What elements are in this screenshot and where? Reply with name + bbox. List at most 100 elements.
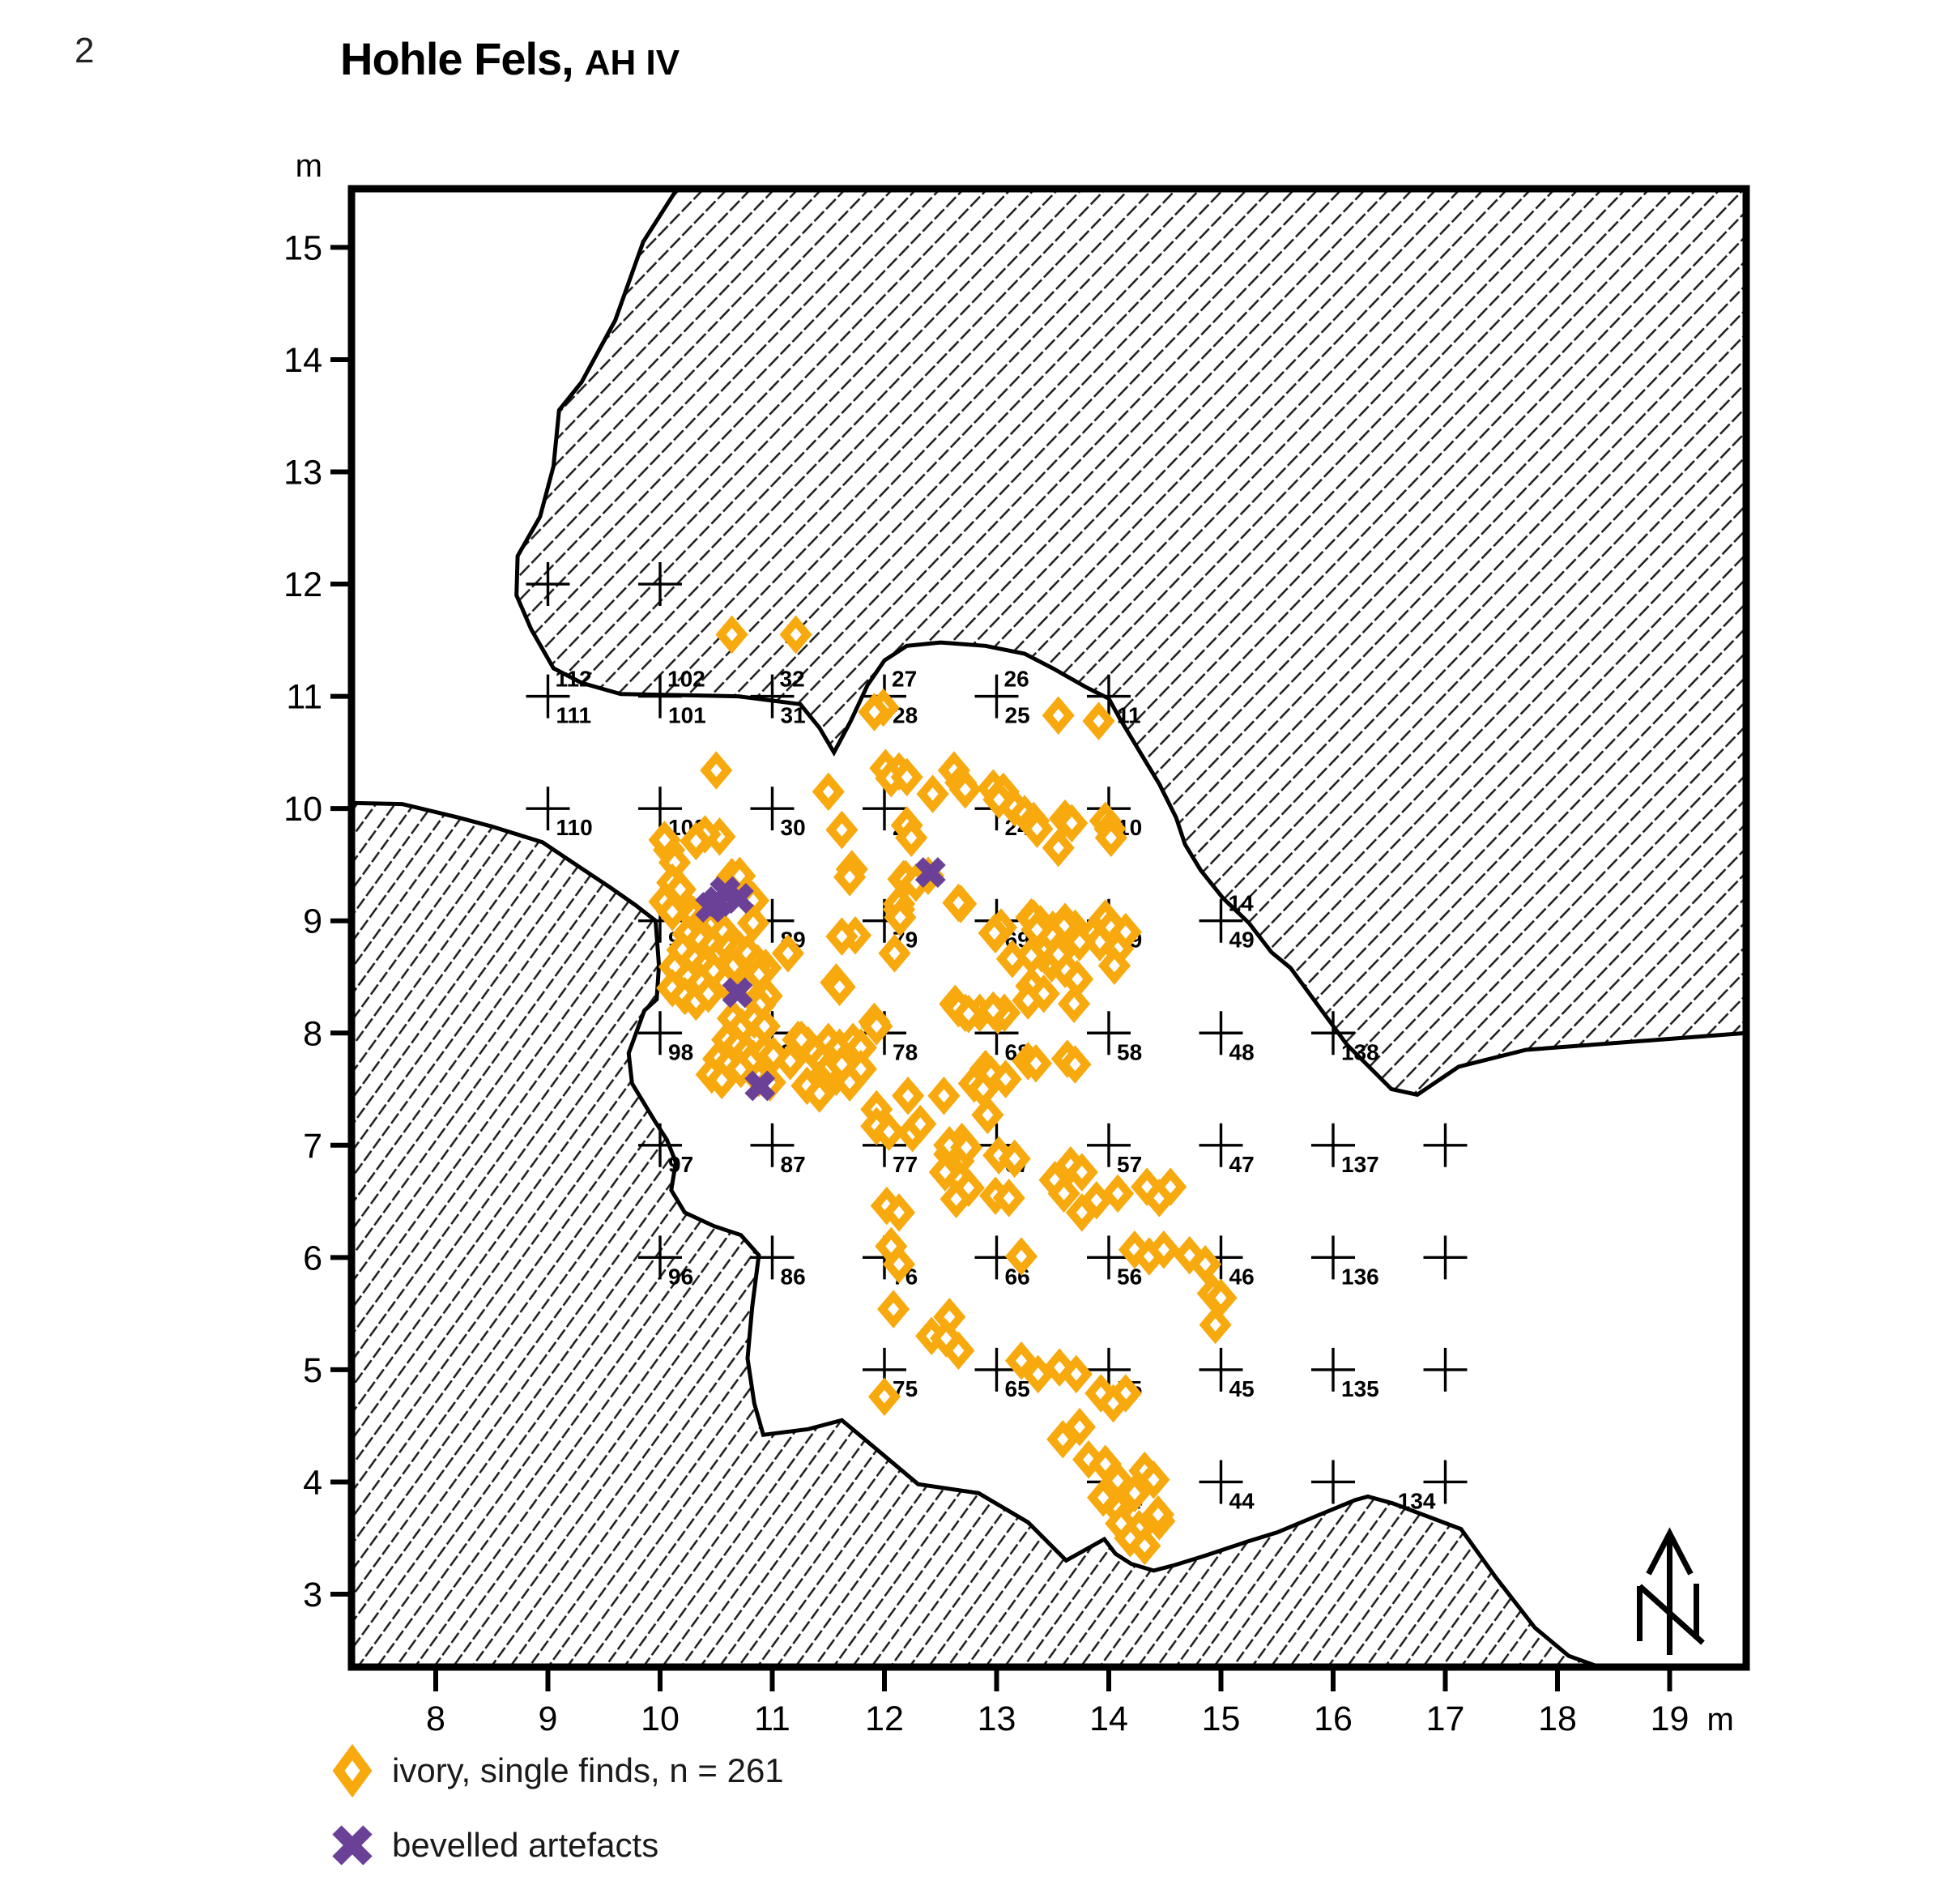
grid-unit-label: 78 xyxy=(893,1039,918,1064)
grid-unit-label: 135 xyxy=(1341,1376,1379,1401)
grid-unit-label: 136 xyxy=(1341,1264,1379,1289)
ivory-find-point xyxy=(866,1013,888,1039)
x-tick-label: 17 xyxy=(1426,1699,1465,1738)
y-tick-label: 7 xyxy=(303,1127,322,1166)
ivory-find-point xyxy=(998,1185,1020,1211)
grid-unit-label: 56 xyxy=(1117,1264,1142,1289)
ivory-find-point xyxy=(977,1102,999,1128)
x-tick-label: 18 xyxy=(1538,1699,1577,1738)
bevelled-artefact-point xyxy=(727,887,750,910)
grid-cross xyxy=(974,1347,1019,1392)
cave-wall-hatched-regions xyxy=(352,189,1746,1667)
grid-unit-label: 112 xyxy=(556,667,592,692)
cave-wall-lower xyxy=(352,800,1598,1667)
ivory-find-point xyxy=(1103,953,1125,979)
grid-unit-label: 31 xyxy=(781,703,806,728)
ivory-find-point xyxy=(808,1081,830,1107)
ivory-find-point xyxy=(829,974,850,1000)
north-arrow-n-glyph xyxy=(1637,1584,1705,1645)
grid-unit-label: 30 xyxy=(781,815,806,840)
ivory-find-point xyxy=(831,817,853,843)
cave-wall-upper xyxy=(514,189,1746,1098)
ivory-find-point xyxy=(831,923,853,949)
ivory-find-point xyxy=(785,621,807,647)
ivory-find-point xyxy=(705,757,727,783)
x-tick-label: 19 xyxy=(1651,1699,1689,1738)
grid-cross xyxy=(1199,1123,1243,1167)
legend-label-ivory: ivory, single finds, n = 261 xyxy=(392,1751,784,1789)
ivory-find-point xyxy=(1025,1051,1047,1077)
grid-cross xyxy=(638,787,682,831)
grid-cross xyxy=(1087,674,1131,719)
ivory-find-point xyxy=(1134,1533,1156,1559)
ivory-find-point xyxy=(897,1083,919,1109)
ivory-diamond-glyph xyxy=(332,1743,373,1798)
grid-unit-label: 14 xyxy=(1229,891,1255,916)
ivory-find-point xyxy=(901,825,922,851)
x-tick-label: 15 xyxy=(1202,1699,1241,1738)
x-tick-label: 13 xyxy=(978,1699,1016,1738)
ivory-find-point xyxy=(884,940,905,966)
ivory-find-point xyxy=(1003,1145,1025,1171)
grid-unit-label: 57 xyxy=(1117,1152,1142,1177)
grid-cross xyxy=(1199,1460,1243,1504)
grid-cross xyxy=(750,787,795,831)
grid-unit-label: 58 xyxy=(1117,1039,1142,1064)
ivory-diamond-icon xyxy=(332,1743,373,1798)
ivory-find-point xyxy=(1210,1285,1232,1311)
ivory-find-point xyxy=(1153,1237,1174,1263)
grid-cross xyxy=(638,674,682,719)
grid-unit-label: 102 xyxy=(667,667,705,692)
ivory-find-point xyxy=(1026,816,1048,842)
grid-cross xyxy=(526,787,570,831)
ivory-find-point xyxy=(1143,1467,1165,1493)
ivory-find-point xyxy=(1047,835,1069,861)
y-tick-label: 6 xyxy=(303,1239,322,1277)
ivory-find-point xyxy=(839,864,861,890)
ivory-find-point xyxy=(1110,1511,1132,1537)
grid-cross xyxy=(1423,1235,1468,1280)
ivory-find-point xyxy=(1065,1361,1087,1387)
y-axis-unit: m xyxy=(296,148,322,184)
bevelled-artefact-point xyxy=(919,861,942,884)
y-tick-label: 12 xyxy=(283,565,322,604)
grid-unit-label: 45 xyxy=(1229,1376,1255,1401)
title-main: Hohle Fels, xyxy=(340,33,574,84)
grid-cross xyxy=(638,1235,682,1280)
ivory-find-point xyxy=(948,1337,969,1363)
ivory-find-point xyxy=(685,828,707,854)
ivory-find-point xyxy=(1107,1180,1129,1206)
grid-cross xyxy=(526,562,570,607)
grid-unit-label: 46 xyxy=(1229,1264,1255,1289)
plot-border xyxy=(347,185,1750,1671)
grid-cross xyxy=(1311,1123,1355,1167)
bevelled-x-glyph xyxy=(332,1825,373,1866)
ivory-find-point xyxy=(878,1119,900,1145)
grid-unit-label: 44 xyxy=(1229,1488,1255,1513)
x-tick-label: 8 xyxy=(426,1699,445,1738)
x-tick-label: 9 xyxy=(539,1699,558,1738)
bevelled-x-icon xyxy=(332,1825,373,1866)
grid-cross xyxy=(1087,1011,1131,1055)
ivory-find-point xyxy=(934,1159,956,1185)
ivory-find-point xyxy=(896,764,918,790)
y-tick-label: 8 xyxy=(303,1014,322,1053)
page-title: Hohle Fels, AH IV xyxy=(340,32,680,85)
ivory-find-point xyxy=(1052,1426,1074,1452)
ivory-find-point xyxy=(1195,1252,1216,1277)
grid-unit-label: 110 xyxy=(556,815,593,840)
y-tick-label: 5 xyxy=(303,1351,322,1390)
y-tick-label: 14 xyxy=(283,341,322,380)
y-tick-label: 15 xyxy=(283,228,322,267)
ivory-find-point xyxy=(1071,1159,1093,1185)
grid-cross xyxy=(1199,1347,1243,1392)
north-arrow xyxy=(1637,1527,1705,1655)
grid-cross xyxy=(1423,1460,1468,1504)
x-tick-label: 10 xyxy=(641,1699,680,1738)
y-tick-label: 10 xyxy=(283,790,322,829)
plot-frame xyxy=(347,185,1750,1671)
axes: 8 9 10 11 12 13 14 15 16 17 18 19151413121110987654… xyxy=(283,148,1734,1738)
ivory-find-point xyxy=(1160,1174,1182,1200)
y-tick-label: 9 xyxy=(303,902,322,941)
y-tick-label: 4 xyxy=(303,1463,322,1502)
